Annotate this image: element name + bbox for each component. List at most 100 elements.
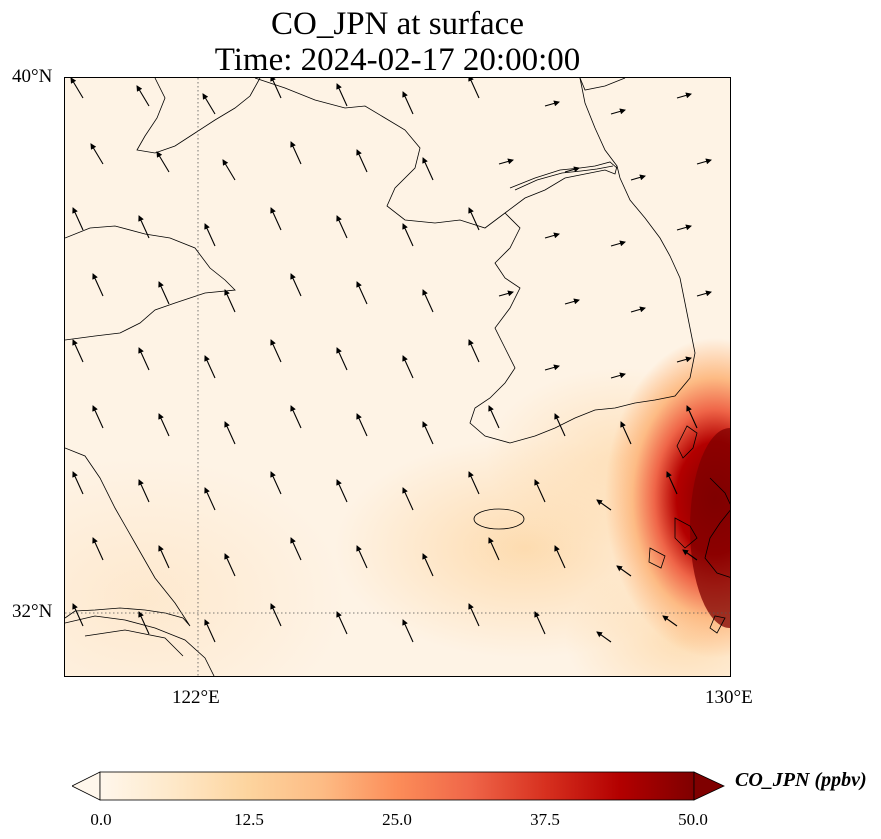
wind-arrow <box>202 93 216 115</box>
wind-arrow <box>402 619 414 643</box>
wind-arrow <box>92 273 104 297</box>
wind-arrow <box>158 281 170 305</box>
wind-arrow <box>72 471 84 495</box>
map-canvas <box>65 78 730 676</box>
wind-arrow <box>72 603 84 627</box>
wind-arrow <box>468 78 480 99</box>
title-line-1: CO_JPN at surface <box>271 6 524 42</box>
wind-arrow <box>224 289 236 313</box>
wind-arrow <box>156 151 170 173</box>
wind-arrow <box>290 141 302 165</box>
wind-arrow <box>498 158 514 165</box>
colorbar-tick: 0.0 <box>90 810 112 829</box>
colorbar <box>72 771 725 801</box>
wind-arrow <box>92 405 104 429</box>
wind-arrow <box>402 91 414 115</box>
lon-tick-122: 122°E <box>172 687 220 708</box>
wind-arrow <box>222 159 236 181</box>
wind-arrow <box>468 207 480 231</box>
wind-arrow <box>544 232 560 239</box>
wind-arrow <box>224 553 236 577</box>
wind-arrow <box>422 553 434 577</box>
wind-arrow <box>290 273 302 297</box>
wind-arrow <box>554 413 566 437</box>
wind-arrow <box>356 413 368 437</box>
wind-arrow <box>72 207 84 231</box>
wind-arrow <box>422 421 434 445</box>
wind-arrow <box>336 611 348 635</box>
wind-arrow <box>270 471 282 495</box>
wind-arrow <box>554 545 566 569</box>
wind-arrow <box>696 158 712 165</box>
wind-arrow <box>336 215 348 239</box>
title-line-2: Time: 2024-02-17 20:00:00 <box>214 42 581 78</box>
wind-arrow <box>676 92 692 99</box>
gridlines <box>65 78 730 676</box>
colorbar-label: CO_JPN (ppbv) <box>735 769 867 791</box>
wind-arrow <box>402 487 414 511</box>
wind-arrow <box>356 545 368 569</box>
wind-arrow <box>534 479 546 503</box>
wind-arrow <box>488 537 500 561</box>
wind-arrow <box>498 290 514 297</box>
wind-arrow <box>204 487 216 511</box>
wind-arrow <box>204 619 216 643</box>
wind-arrow <box>136 85 150 107</box>
wind-arrow <box>356 281 368 305</box>
coastlines <box>65 78 730 676</box>
wind-arrow <box>138 215 150 239</box>
wind-arrow <box>544 100 560 107</box>
colorbar-tick: 12.5 <box>234 810 264 829</box>
wind-arrow <box>682 549 698 561</box>
wind-arrow <box>630 306 646 313</box>
wind-arrow <box>676 356 692 363</box>
wind-arrow <box>204 223 216 247</box>
lon-tick-130: 130°E <box>705 687 753 708</box>
wind-arrow <box>402 355 414 379</box>
wind-arrow <box>224 421 236 445</box>
map-panel <box>64 77 731 677</box>
wind-arrow <box>468 471 480 495</box>
wind-arrow <box>336 83 348 107</box>
wind-arrow <box>534 611 546 635</box>
lat-tick-40: 40°N <box>12 66 53 87</box>
wind-arrow <box>270 603 282 627</box>
wind-arrow <box>662 615 678 627</box>
wind-vectors <box>70 78 712 643</box>
colorbar-tick: 37.5 <box>530 810 560 829</box>
wind-arrow <box>290 537 302 561</box>
wind-arrow <box>270 207 282 231</box>
wind-arrow <box>356 149 368 173</box>
wind-arrow <box>270 339 282 363</box>
wind-arrow <box>290 405 302 429</box>
wind-arrow <box>92 537 104 561</box>
wind-arrow <box>204 355 216 379</box>
wind-arrow <box>468 603 480 627</box>
colorbar-tick: 50.0 <box>678 810 708 829</box>
wind-arrow <box>564 166 580 173</box>
lat-tick-32: 32°N <box>12 601 53 622</box>
wind-arrow <box>336 479 348 503</box>
wind-arrow <box>138 479 150 503</box>
wind-arrow <box>72 339 84 363</box>
wind-arrow <box>402 223 414 247</box>
wind-arrow <box>616 565 632 577</box>
wind-arrow <box>620 421 632 445</box>
wind-arrow <box>158 545 170 569</box>
wind-arrow <box>270 78 282 99</box>
wind-arrow <box>158 413 170 437</box>
wind-arrow <box>564 298 580 305</box>
wind-arrow <box>596 499 612 511</box>
wind-arrow <box>610 108 626 115</box>
wind-arrow <box>696 290 712 297</box>
wind-arrow <box>138 611 150 635</box>
wind-arrow <box>422 289 434 313</box>
wind-arrow <box>138 347 150 371</box>
wind-arrow <box>666 471 678 495</box>
wind-arrow <box>336 347 348 371</box>
wind-arrow <box>630 174 646 181</box>
colorbar-tick: 25.0 <box>382 810 412 829</box>
wind-arrow <box>610 240 626 247</box>
wind-arrow <box>422 157 434 181</box>
wind-arrow <box>686 405 698 429</box>
